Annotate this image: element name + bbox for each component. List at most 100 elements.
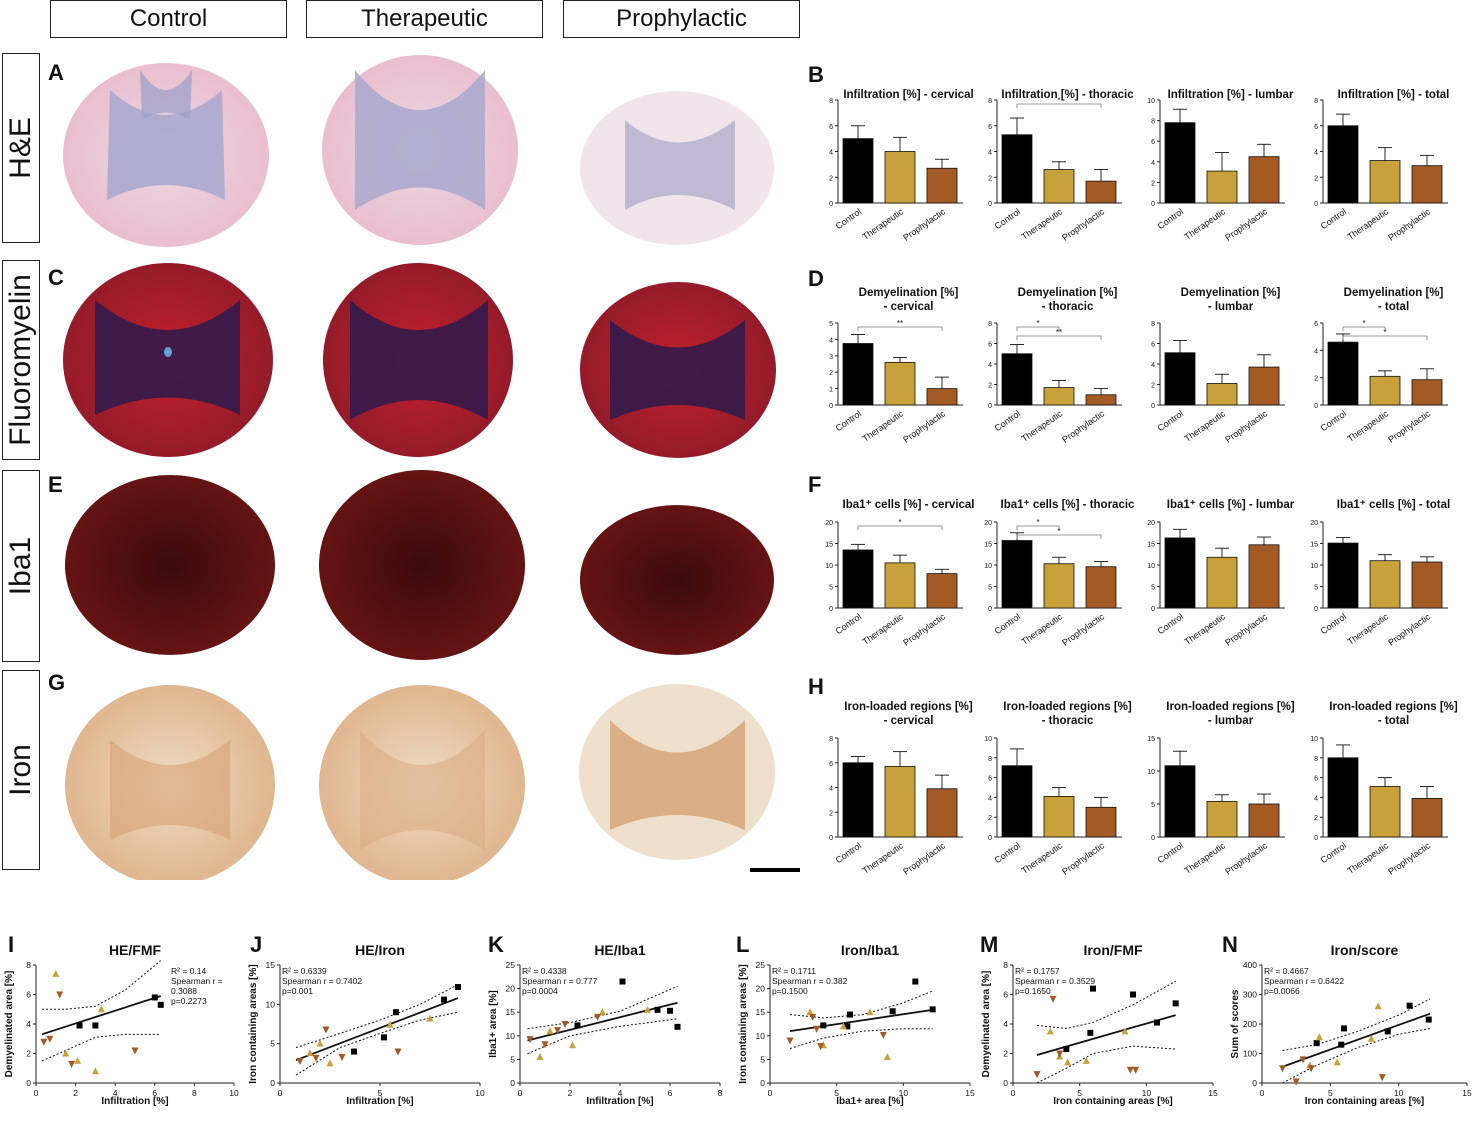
bar-chart-D4: Demyelination [%] - total 0 2 4 6 ControlThera… (1314, 287, 1448, 445)
iron-therapeutic-section (319, 685, 525, 880)
y-tick-label-M: 8 (1003, 960, 1008, 970)
bar-D1-therapeutic (884, 361, 916, 406)
point-prophylactic-I (56, 991, 64, 999)
y-tick-label-M: 4 (1003, 1019, 1008, 1029)
point-control-L (912, 978, 919, 985)
y-tick-label-B2: 6 (988, 124, 992, 131)
scatter-title-M: Iron/FMF (1083, 942, 1143, 958)
x-tick-label-M: 5 (1077, 1088, 1082, 1098)
y-tick-label-N: 300 (1243, 990, 1257, 1000)
confidence-upper-J (295, 984, 459, 1049)
bar-H2-prophylactic (1085, 806, 1117, 838)
x-tick-label-F1: Prophylactic (901, 611, 947, 648)
point-control-M (1063, 1046, 1070, 1053)
regression-line-J (295, 997, 459, 1062)
y-tick-label-F1: 15 (825, 542, 833, 549)
panel-letter-h: H (808, 674, 824, 699)
bar-title-H3: Iron-loaded regions [%] (1166, 701, 1295, 713)
iba1-control-section (65, 475, 275, 655)
bar-D4-therapeutic (1369, 375, 1401, 406)
point-therapeutic-I (91, 1067, 99, 1075)
y-tick-label-D4: 6 (1314, 321, 1318, 328)
x-tick-label-F3: Prophylactic (1223, 611, 1269, 648)
bar-H1-therapeutic (884, 766, 916, 838)
y-tick-label-I: 6 (26, 990, 31, 1000)
bar-B3-prophylactic (1248, 156, 1280, 204)
point-control-J (351, 1048, 357, 1055)
point-control-M (1090, 985, 1096, 992)
x-tick-label-D2: Therapeutic (1019, 408, 1064, 444)
stats-text-M: Spearman r = 0.3529 (1015, 976, 1095, 986)
x-tick-label-B2: Prophylactic (1060, 206, 1106, 243)
y-tick-label-B4: 2 (1314, 175, 1318, 182)
x-tick-label-I: 6 (152, 1088, 157, 1098)
iron-prophylactic-section (579, 684, 775, 860)
bar-H1-control (842, 762, 874, 838)
y-tick-label-H3: 15 (1147, 736, 1155, 743)
bar-F1-therapeutic (884, 562, 916, 609)
x-tick-label-I: 10 (229, 1088, 239, 1098)
sig-label-D4: * (1383, 328, 1386, 337)
scatter-K: HE/Iba1 0 5 10 15 20 25 0 2 4 6 8 Infiltration [%] Ib… (488, 942, 723, 1107)
point-control-M (1130, 991, 1136, 998)
x-tick-label-F4: Control (1319, 611, 1349, 636)
bar-F3-control (1164, 537, 1196, 609)
he-therapeutic-section (322, 55, 518, 245)
x-tick-label-H4: Control (1319, 840, 1349, 865)
x-tick-label-B4: Prophylactic (1386, 206, 1432, 243)
bar-chart-B3: Infiltration [%] - lumbar 0 2 4 6 8 10 ControlT… (1147, 89, 1294, 243)
bar-B1-prophylactic (926, 167, 958, 204)
bar-H4-therapeutic (1369, 786, 1401, 838)
y-tick-label-F1: 10 (825, 563, 833, 570)
point-control-K (619, 978, 626, 985)
point-control-N (1341, 1025, 1347, 1032)
y-tick-label-F1: 0 (829, 606, 833, 613)
y-tick-label-F4: 5 (1314, 585, 1318, 592)
x-tick-label-K: 8 (718, 1088, 723, 1098)
fmf-control-section (63, 263, 273, 457)
point-prophylactic-I (40, 1038, 48, 1046)
x-tick-label-K: 4 (618, 1088, 623, 1098)
point-control-N (1406, 1002, 1413, 1009)
bar-B2-control (1001, 134, 1033, 204)
bar-B1-control (842, 138, 874, 204)
bar-H4-prophylactic (1411, 797, 1443, 838)
point-control-J (393, 1009, 399, 1016)
x-tick-label-H1: Therapeutic (860, 840, 905, 876)
x-tick-label-H4: Prophylactic (1386, 840, 1432, 877)
y-tick-label-L: 20 (756, 984, 766, 994)
histology-images (63, 55, 776, 880)
point-control-L (844, 1023, 851, 1030)
bar-title-H4: Iron-loaded regions [%] (1329, 701, 1458, 713)
y-tick-label-I: 4 (26, 1019, 31, 1029)
sig-label-F2: * (1036, 518, 1039, 527)
y-tick-label-H4: 6 (1314, 776, 1318, 783)
panel-letter-l: L (736, 932, 750, 957)
bar-title-B1: Infiltration [%] - cervical (843, 89, 973, 101)
bar-B4-control (1327, 125, 1359, 204)
bar-title-H2: - thoracic (1042, 715, 1094, 727)
scatter-title-I: HE/FMF (109, 942, 162, 958)
y-tick-label-I: 2 (26, 1049, 31, 1059)
x-tick-label-D2: Prophylactic (1060, 408, 1106, 445)
y-tick-label-B1: 6 (829, 124, 833, 131)
point-prophylactic-J (338, 1054, 346, 1062)
bar-chart-F4: Iba1⁺ cells [%] - total 0 5 10 15 20 ControlTh… (1310, 499, 1450, 648)
y-tick-label-H4: 4 (1314, 795, 1318, 802)
y-tick-label-L: 15 (756, 1007, 766, 1017)
y-tick-label-F3: 0 (1151, 606, 1155, 613)
confidence-lower-K (527, 1018, 678, 1055)
y-tick-label-F3: 15 (1147, 542, 1155, 549)
confidence-upper-M (1036, 980, 1176, 1029)
x-tick-label-B3: Therapeutic (1182, 206, 1227, 242)
y-tick-label-F2: 5 (988, 585, 992, 592)
sig-label-D4: * (1362, 319, 1365, 328)
y-tick-label-F2: 0 (988, 606, 992, 613)
panel-letter-d: D (808, 266, 824, 291)
y-tick-label-B1: 0 (829, 201, 833, 208)
y-tick-label-N: 200 (1243, 1019, 1257, 1029)
x-tick-label-F3: Therapeutic (1182, 611, 1227, 647)
point-therapeutic-K (644, 1005, 651, 1013)
y-tick-label-F3: 10 (1147, 563, 1155, 570)
